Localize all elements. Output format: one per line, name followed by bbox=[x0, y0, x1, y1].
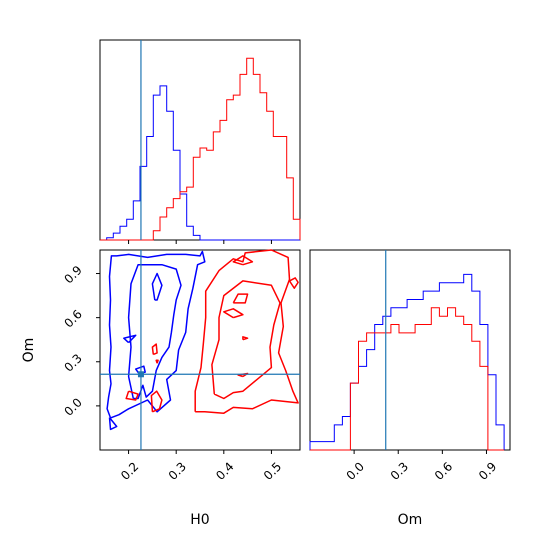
hist-om-red-series bbox=[310, 307, 505, 451]
contour-red-0 bbox=[194, 249, 299, 414]
contour-red-9 bbox=[155, 359, 159, 364]
contour-blue-5 bbox=[108, 417, 118, 431]
contour-red-5 bbox=[288, 277, 299, 289]
contour-blue-3 bbox=[123, 334, 137, 344]
truth-point-marker bbox=[137, 371, 144, 378]
contour-red-1 bbox=[211, 280, 281, 400]
y-axis-label-om: Om bbox=[21, 338, 37, 363]
panel-frame-scatter bbox=[99, 249, 301, 451]
contour-red-2 bbox=[232, 293, 249, 304]
contour-blue-2 bbox=[151, 272, 163, 301]
x-axis-label-om: Om bbox=[398, 512, 423, 528]
tick-marks-hist-h0 bbox=[128, 240, 272, 244]
hist-h0-red-series bbox=[100, 57, 301, 241]
contour-red-3 bbox=[223, 308, 244, 319]
contours-red bbox=[125, 249, 299, 414]
panel-hist-h0 bbox=[99, 39, 301, 244]
hist-h0-blue-series bbox=[100, 85, 300, 241]
hist-om-blue-series bbox=[309, 273, 505, 450]
panel-frame-hist-om bbox=[309, 249, 511, 451]
contour-blue-0 bbox=[106, 250, 206, 419]
x-axis-label-h0: H0 bbox=[190, 512, 209, 528]
contour-red-8 bbox=[151, 343, 158, 356]
contour-red-6 bbox=[150, 390, 163, 413]
contour-blue-1 bbox=[127, 263, 182, 400]
contour-red-7 bbox=[125, 390, 139, 401]
contour-red-11 bbox=[242, 336, 249, 341]
contour-red-4 bbox=[232, 255, 254, 266]
